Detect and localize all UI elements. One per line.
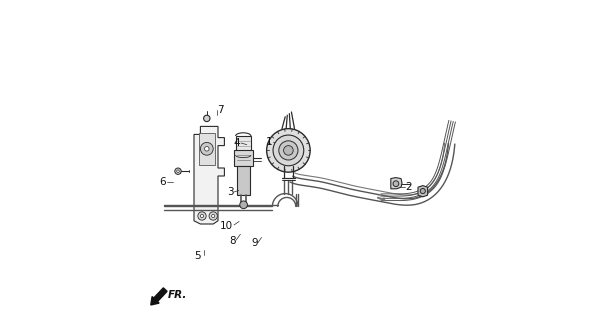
Text: 3: 3 [226,187,234,197]
Text: 6: 6 [160,177,166,188]
Text: 7: 7 [218,105,224,115]
Circle shape [204,115,210,122]
Circle shape [177,170,179,172]
Circle shape [200,142,213,155]
Polygon shape [391,178,402,189]
Text: 5: 5 [194,251,200,261]
Polygon shape [418,186,427,197]
Polygon shape [235,136,251,155]
Text: 4: 4 [234,138,240,148]
Circle shape [273,135,304,166]
Text: 9: 9 [251,238,257,248]
Polygon shape [194,126,225,224]
Circle shape [284,146,293,155]
Circle shape [420,188,426,194]
Text: 1: 1 [266,137,272,148]
Polygon shape [234,150,253,166]
Polygon shape [237,166,250,195]
Circle shape [200,214,204,218]
Circle shape [212,214,215,218]
Circle shape [393,181,399,187]
Circle shape [209,212,218,220]
FancyArrow shape [151,288,167,305]
Text: 8: 8 [229,236,236,246]
Circle shape [266,129,310,172]
Text: 2: 2 [405,182,412,192]
Text: FR.: FR. [167,290,187,300]
Polygon shape [199,133,215,165]
Circle shape [204,147,209,151]
Text: 10: 10 [221,220,234,231]
Circle shape [198,212,206,220]
Circle shape [175,168,181,174]
Circle shape [279,141,298,160]
Circle shape [240,201,247,209]
